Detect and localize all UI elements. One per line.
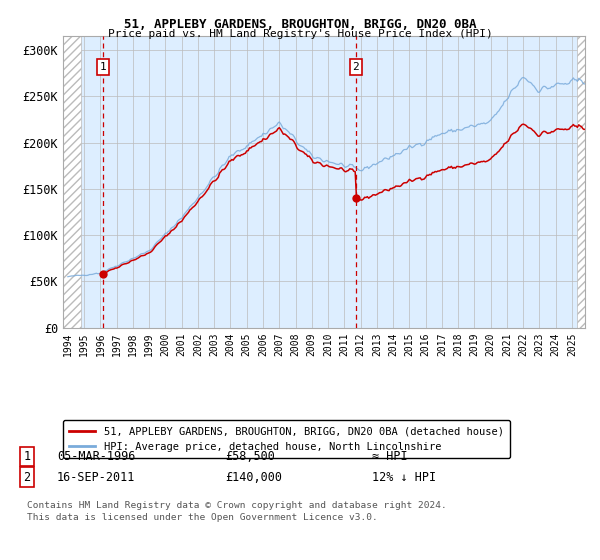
Text: 51, APPLEBY GARDENS, BROUGHTON, BRIGG, DN20 0BA: 51, APPLEBY GARDENS, BROUGHTON, BRIGG, D… bbox=[124, 18, 476, 31]
Text: 2: 2 bbox=[23, 470, 31, 484]
Text: 1: 1 bbox=[100, 62, 107, 72]
Text: Contains HM Land Registry data © Crown copyright and database right 2024.: Contains HM Land Registry data © Crown c… bbox=[27, 501, 447, 510]
Text: 2: 2 bbox=[352, 62, 359, 72]
Bar bbox=[577, 36, 585, 328]
Text: £58,500: £58,500 bbox=[225, 450, 275, 463]
Text: 05-MAR-1996: 05-MAR-1996 bbox=[57, 450, 136, 463]
Text: 1: 1 bbox=[23, 450, 31, 463]
Text: 12% ↓ HPI: 12% ↓ HPI bbox=[372, 470, 436, 484]
Text: Price paid vs. HM Land Registry's House Price Index (HPI): Price paid vs. HM Land Registry's House … bbox=[107, 29, 493, 39]
Text: This data is licensed under the Open Government Licence v3.0.: This data is licensed under the Open Gov… bbox=[27, 514, 378, 522]
Text: £140,000: £140,000 bbox=[225, 470, 282, 484]
Bar bbox=[63, 36, 82, 328]
Text: ≈ HPI: ≈ HPI bbox=[372, 450, 407, 463]
Text: 16-SEP-2011: 16-SEP-2011 bbox=[57, 470, 136, 484]
Legend: 51, APPLEBY GARDENS, BROUGHTON, BRIGG, DN20 0BA (detached house), HPI: Average p: 51, APPLEBY GARDENS, BROUGHTON, BRIGG, D… bbox=[63, 420, 510, 458]
